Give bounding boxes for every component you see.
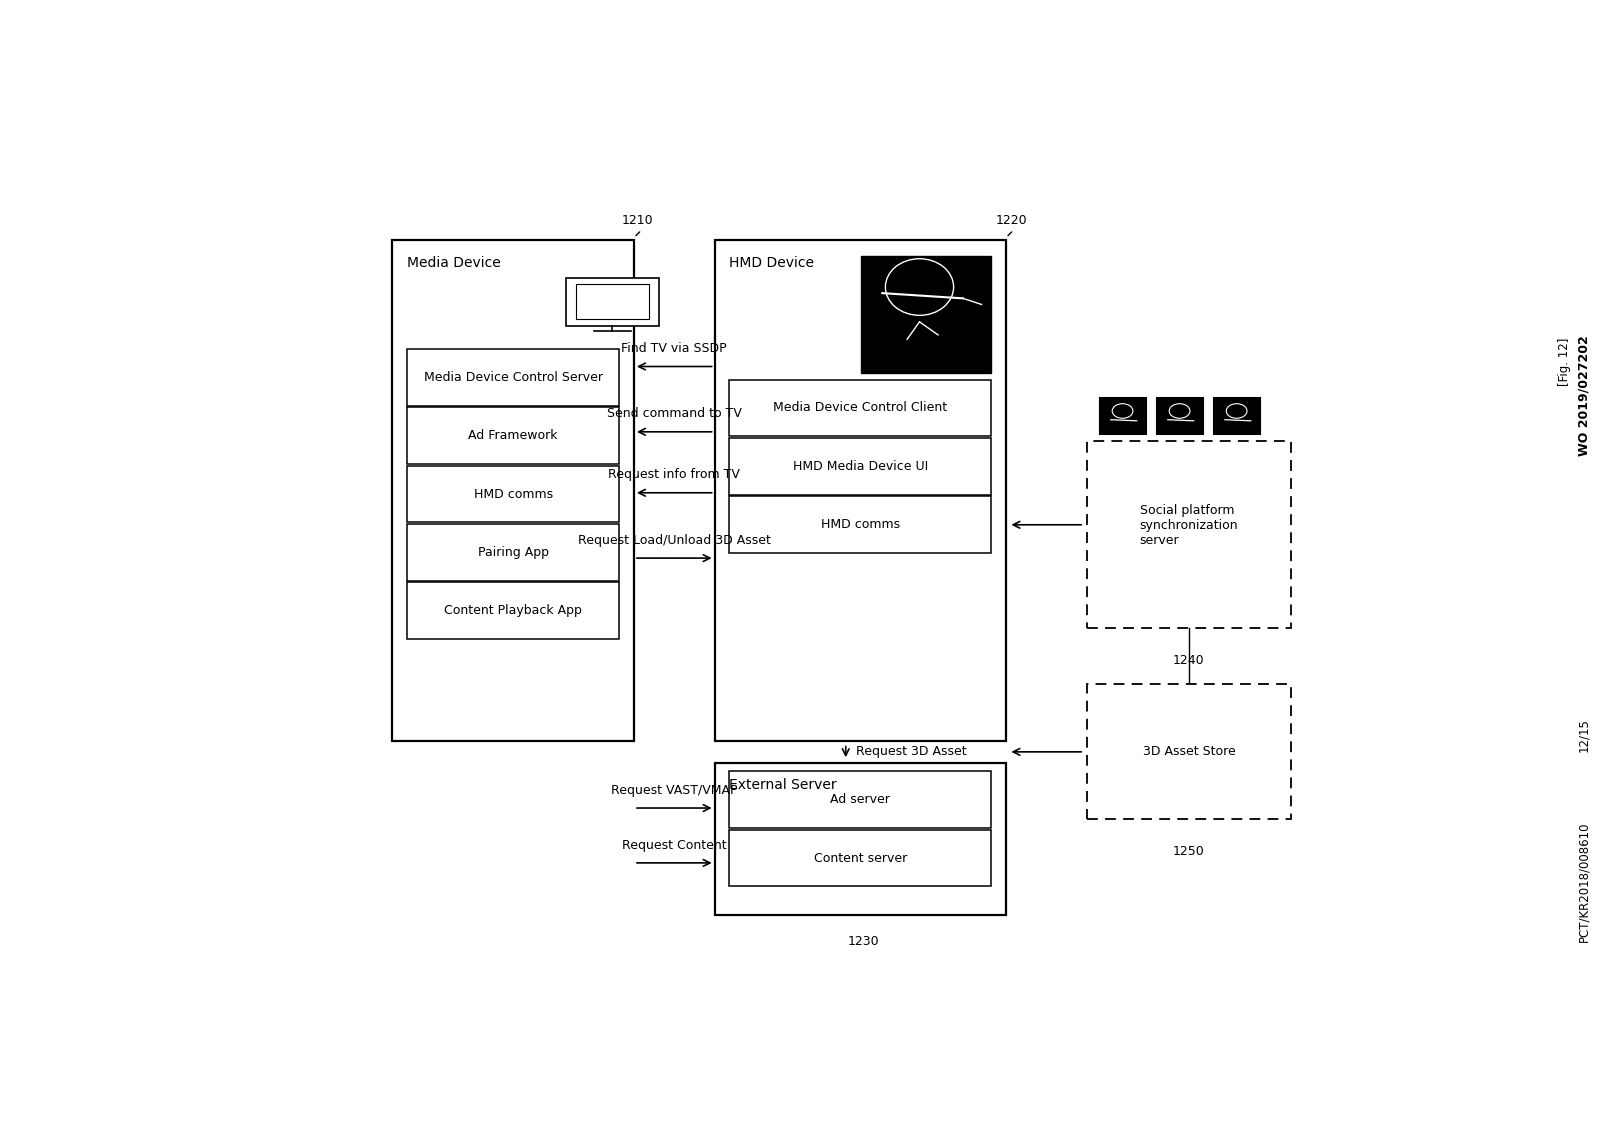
Text: Media Device Control Server: Media Device Control Server — [424, 371, 603, 383]
Bar — [406, 349, 619, 406]
Text: 12/15: 12/15 — [1578, 718, 1590, 752]
Text: Pairing App: Pairing App — [478, 546, 549, 559]
Bar — [1086, 684, 1291, 819]
Bar — [406, 407, 619, 464]
Text: 1250: 1250 — [1173, 846, 1205, 858]
Text: Request Load/Unload 3D Asset: Request Load/Unload 3D Asset — [578, 534, 771, 546]
Bar — [566, 278, 659, 326]
Text: HMD comms: HMD comms — [474, 487, 552, 501]
Text: HMD Device: HMD Device — [730, 256, 814, 270]
Text: Request VAST/VMAP: Request VAST/VMAP — [611, 784, 738, 796]
Text: HMD Media Device UI: HMD Media Device UI — [792, 459, 928, 473]
Text: Ad server: Ad server — [830, 793, 890, 806]
Text: PCT/KR2018/008610: PCT/KR2018/008610 — [1578, 822, 1590, 942]
Bar — [392, 240, 634, 741]
Text: Send command to TV: Send command to TV — [606, 407, 742, 421]
Text: Ad Framework: Ad Framework — [469, 430, 558, 442]
Text: 1210: 1210 — [621, 214, 653, 235]
Bar — [730, 497, 990, 553]
Text: Content Playback App: Content Playback App — [445, 604, 582, 618]
Bar — [715, 762, 1006, 915]
Bar — [576, 284, 650, 319]
Text: Media Device: Media Device — [406, 256, 501, 270]
Text: Find TV via SSDP: Find TV via SSDP — [621, 343, 726, 355]
Bar — [730, 830, 990, 887]
Bar — [1213, 397, 1261, 433]
Bar — [1086, 441, 1291, 628]
Text: 1240: 1240 — [1173, 654, 1205, 667]
Bar — [861, 256, 990, 373]
Bar — [715, 240, 1006, 741]
Text: HMD comms: HMD comms — [821, 518, 899, 532]
Bar — [1099, 397, 1146, 433]
Text: 1220: 1220 — [997, 214, 1027, 235]
Text: 1230: 1230 — [848, 935, 880, 948]
Bar — [406, 582, 619, 639]
Text: Content server: Content server — [814, 852, 907, 864]
Bar — [730, 380, 990, 437]
Text: WO 2019/027202: WO 2019/027202 — [1578, 336, 1590, 456]
Text: Request info from TV: Request info from TV — [608, 468, 741, 482]
Bar — [730, 438, 990, 494]
Text: Media Device Control Client: Media Device Control Client — [773, 402, 947, 414]
Bar — [406, 466, 619, 523]
Text: Request 3D Asset: Request 3D Asset — [856, 745, 966, 759]
Text: Social platform
synchronization
server: Social platform synchronization server — [1139, 504, 1238, 547]
Text: [Fig. 12]: [Fig. 12] — [1558, 338, 1571, 386]
Text: 3D Asset Store: 3D Asset Store — [1142, 745, 1235, 759]
Bar — [730, 771, 990, 828]
Text: Request Content: Request Content — [622, 838, 726, 852]
Bar — [406, 524, 619, 580]
Bar — [1157, 397, 1203, 433]
Text: External Server: External Server — [730, 778, 837, 793]
